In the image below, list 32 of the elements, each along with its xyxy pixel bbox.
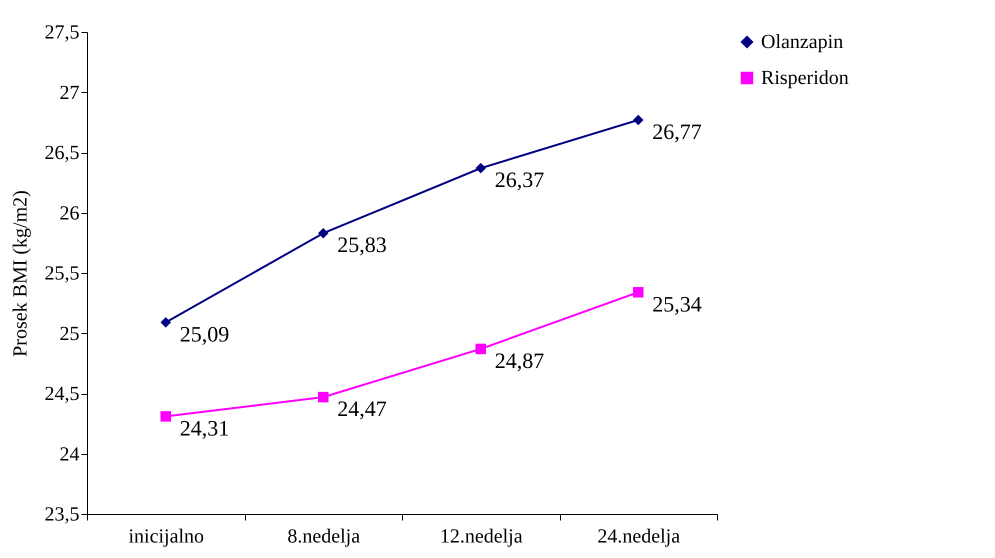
point — [476, 344, 486, 354]
x-tick-label: 12.nedelja — [440, 526, 523, 548]
legend-label: Olanzapin — [761, 31, 844, 53]
data-label: 26,77 — [652, 118, 702, 144]
legend-label: Risperidon — [761, 67, 849, 89]
y-tick-label: 24,5 — [44, 383, 80, 405]
y-tick-label: 24 — [60, 443, 80, 466]
y-tick-label: 27 — [60, 82, 80, 104]
data-label: 25,34 — [652, 291, 702, 316]
point — [633, 114, 644, 126]
point — [633, 287, 644, 298]
y-tick-label: 27,5 — [44, 22, 80, 44]
y-axis-title: Prosek BMI (kg/m2) — [10, 190, 32, 357]
y-tick-label: 26 — [60, 202, 80, 224]
data-label: 26,37 — [494, 167, 544, 192]
point — [318, 228, 328, 238]
point — [476, 162, 486, 174]
x-tick-label: inicijalno — [128, 526, 204, 548]
x-tick-label: 8.nedelja — [287, 526, 360, 548]
data-label: 24,87 — [494, 348, 544, 373]
y-tick-label: 26,5 — [44, 142, 80, 164]
x-tick-label: 24.nedelja — [597, 526, 680, 548]
point — [318, 392, 328, 402]
point — [160, 317, 171, 328]
data-label: 25,83 — [337, 232, 387, 258]
data-label: 25,09 — [180, 321, 230, 346]
y-tick-label: 25 — [60, 322, 80, 345]
data-label: 24,47 — [337, 396, 387, 422]
data-label: 24,31 — [180, 415, 230, 440]
y-tick-label: 25,5 — [44, 262, 80, 284]
point — [160, 411, 171, 422]
y-tick-label: 23,5 — [44, 504, 80, 526]
